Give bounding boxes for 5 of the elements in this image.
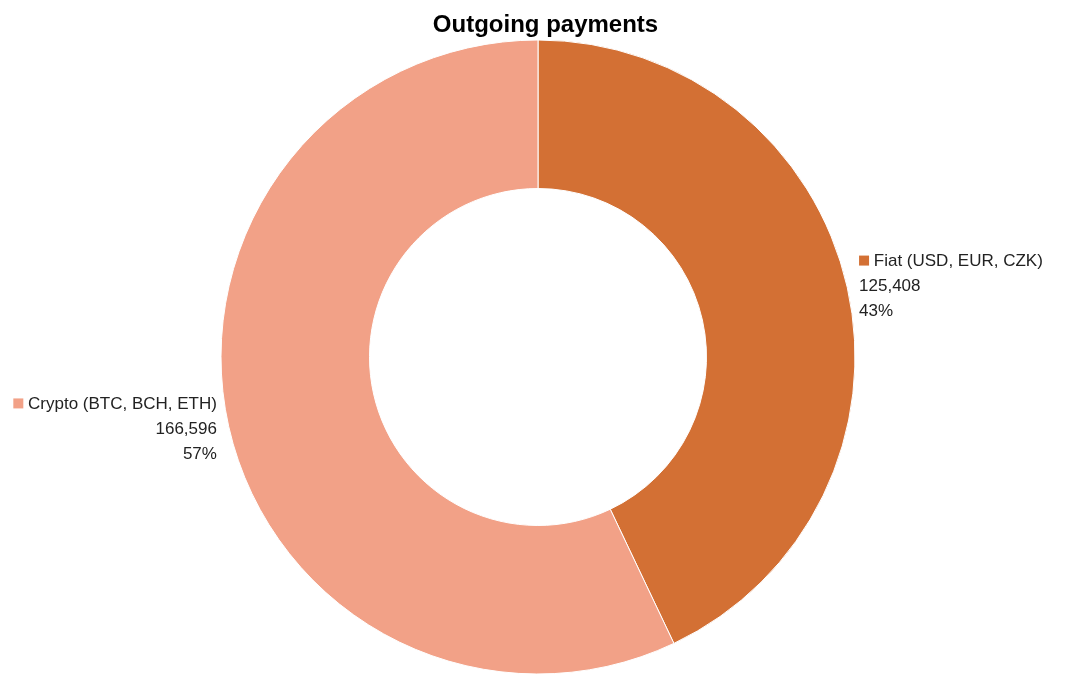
legend-label: Crypto (BTC, BCH, ETH) (23, 393, 217, 413)
data-label: 125,408 43% (859, 276, 921, 321)
chart-title: Outgoing payments (432, 9, 659, 37)
legend-label: Fiat (USD, EUR, CZK) (869, 251, 1043, 271)
data-label: 166,596 57% (155, 418, 217, 463)
